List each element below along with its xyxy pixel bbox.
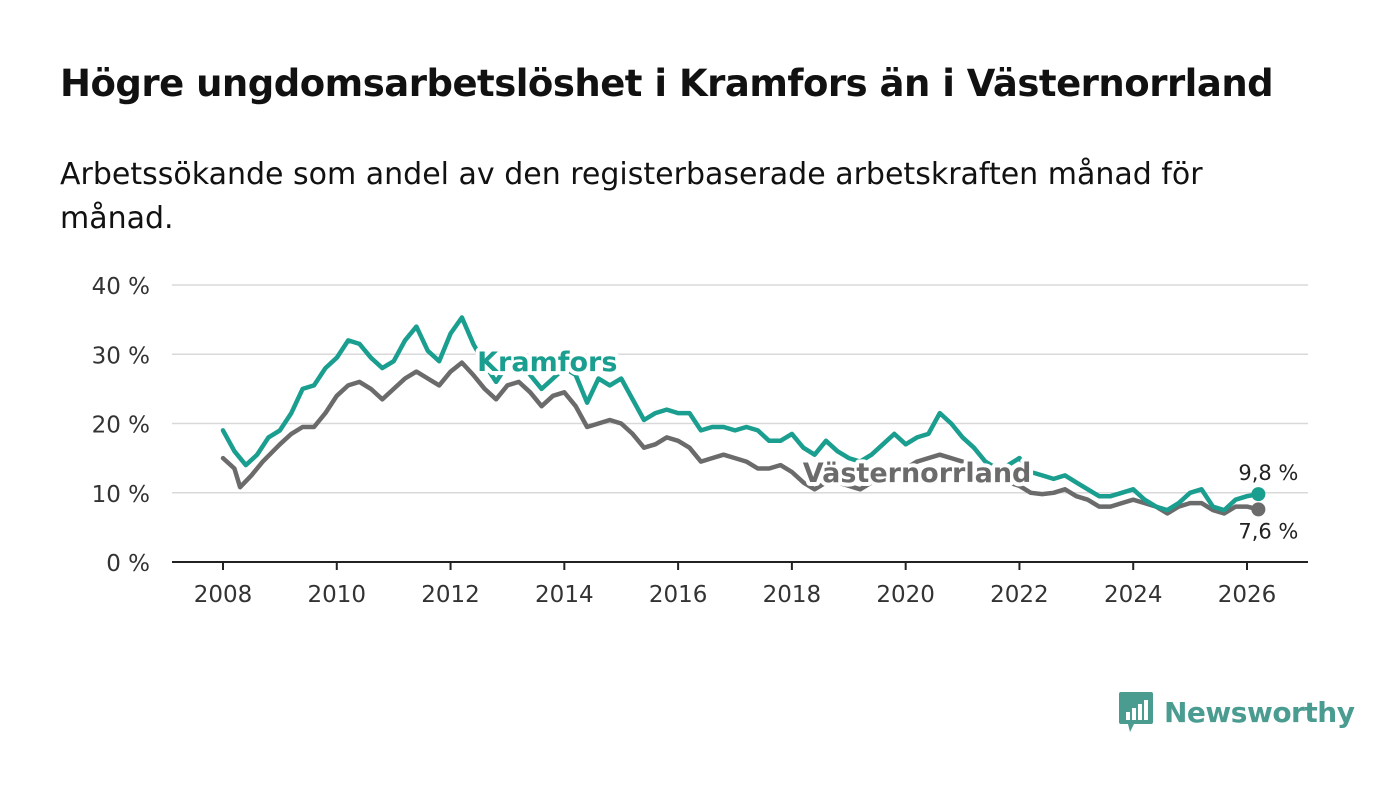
series-line-kramfors bbox=[220, 315, 1261, 513]
y-tick-label: 40 % bbox=[92, 274, 150, 300]
x-tick-label: 2012 bbox=[421, 582, 480, 608]
x-tick-label: 2010 bbox=[308, 582, 367, 608]
x-tick-label: 2008 bbox=[194, 582, 253, 608]
chart-subtitle: Arbetssökande som andel av den registerb… bbox=[60, 157, 1203, 236]
series-label-kramfors: Kramfors bbox=[477, 347, 617, 378]
end-value-label-vasternorrland: 7,6 % bbox=[1238, 519, 1298, 543]
y-tick-label: 0 % bbox=[106, 551, 150, 577]
series-line-västernorrland bbox=[220, 360, 1261, 516]
series-end-point-västernorrland bbox=[1251, 502, 1266, 517]
newsworthy-logo-icon bbox=[1119, 692, 1153, 732]
x-tick-label: 2022 bbox=[990, 582, 1049, 608]
series-end-point-kramfors bbox=[1251, 487, 1266, 502]
series-label-västernorrland: Västernorrland bbox=[803, 458, 1032, 489]
y-tick-label: 10 % bbox=[92, 482, 150, 508]
x-tick-label: 2024 bbox=[1104, 582, 1163, 608]
x-tick-label: 2014 bbox=[535, 582, 594, 608]
series-lines bbox=[220, 315, 1266, 517]
series-labels: Kramfors Västernorrland 9,8 % 7,6 % bbox=[473, 343, 1301, 546]
chart-title: Högre ungdomsarbetslöshet i Kramfors än … bbox=[60, 62, 1274, 105]
x-axis-ticks: 2008 2010 2012 2014 2016 2018 2020 2022 2024 2026 bbox=[172, 561, 1308, 608]
x-tick-label: 2018 bbox=[763, 582, 822, 608]
y-tick-label: 30 % bbox=[92, 343, 150, 369]
y-axis-ticks: 0 % 10 % 20 % 30 % 40 % bbox=[92, 274, 150, 577]
newsworthy-logo: Newsworthy bbox=[1118, 690, 1355, 734]
x-tick-label: 2026 bbox=[1218, 582, 1277, 608]
y-tick-label: 20 % bbox=[92, 413, 150, 439]
brand-name: Newsworthy bbox=[1164, 695, 1355, 729]
end-value-label-kramfors: 9,8 % bbox=[1238, 461, 1298, 485]
x-tick-label: 2020 bbox=[876, 582, 935, 608]
x-tick-label: 2016 bbox=[649, 582, 708, 608]
